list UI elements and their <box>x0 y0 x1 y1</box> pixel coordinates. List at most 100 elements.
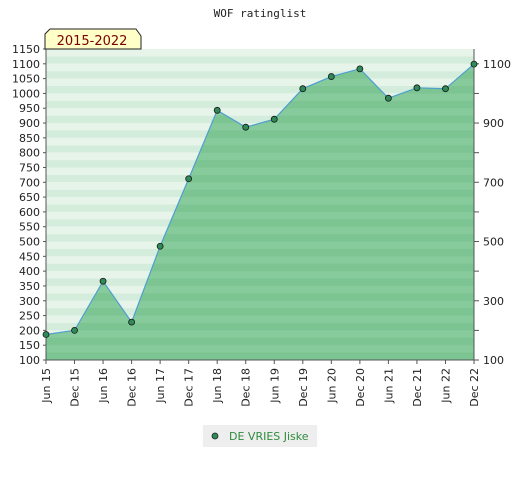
x-tick-label: Jun 16 <box>97 368 110 404</box>
data-point <box>299 85 307 93</box>
series-markers <box>42 60 478 338</box>
range-badge: 2015-2022 <box>44 28 142 50</box>
background-band <box>46 115 474 124</box>
background-band <box>46 49 474 57</box>
data-point <box>327 73 335 80</box>
left-tick-label: 1100 <box>12 58 40 71</box>
area-band <box>46 330 474 338</box>
x-tick-label: Dec 21 <box>411 368 424 407</box>
left-tick-label: 1000 <box>12 87 40 100</box>
left-tick-label: 550 <box>19 221 40 234</box>
right-tick-label: 1100 <box>483 58 511 71</box>
data-point <box>99 277 107 285</box>
x-tick-label: Dec 19 <box>297 368 310 407</box>
left-tick-label: 350 <box>19 280 40 293</box>
data-point <box>156 242 164 250</box>
area-band <box>46 300 474 309</box>
area-band <box>46 137 474 146</box>
left-tick-label: 100 <box>19 354 40 367</box>
left-tick-label: 900 <box>19 117 40 130</box>
background-band <box>46 56 474 64</box>
x-tick-label: Jun 18 <box>211 368 224 404</box>
left-tick-label: 750 <box>19 161 40 174</box>
series-line <box>45 63 475 336</box>
area-band <box>46 345 474 353</box>
area-band <box>46 211 474 220</box>
area-band <box>46 241 474 249</box>
x-tick-label: Jun 19 <box>268 368 281 404</box>
legend-box <box>203 425 317 447</box>
left-tick-label: 600 <box>19 206 40 219</box>
area-band <box>46 123 474 131</box>
background-band <box>46 63 474 72</box>
left-tick-label: 800 <box>19 147 40 160</box>
background-band <box>46 108 474 116</box>
left-tick-label: 1050 <box>12 73 40 86</box>
left-tick-label: 650 <box>19 191 40 204</box>
legend: DE VRIES Jiske <box>203 425 317 447</box>
data-point <box>413 84 421 92</box>
left-tick-label: 700 <box>19 176 40 189</box>
x-tick-label: Dec 20 <box>354 368 367 407</box>
background-band <box>46 78 474 87</box>
background-band <box>46 93 474 101</box>
left-tick-label: 400 <box>19 265 40 278</box>
right-tick-label: 300 <box>483 295 504 308</box>
x-tick-label: Dec 15 <box>69 368 82 407</box>
left-tick-label: 300 <box>19 295 40 308</box>
area-band <box>46 315 474 323</box>
x-tick-label: Dec 17 <box>183 368 196 407</box>
area-band <box>46 226 474 235</box>
x-tick-labels: Jun 15 Dec 15 Jun 16 Dec 16 Jun 17 Dec 17 Jun … <box>40 360 481 407</box>
left-tick-label: 250 <box>19 310 40 323</box>
range-badge-text: 2015-2022 <box>57 34 128 49</box>
area-band <box>46 167 474 175</box>
data-point <box>42 331 50 338</box>
x-tick-label: Dec 18 <box>240 368 253 407</box>
area-band <box>46 285 474 294</box>
x-tick-label: Jun 15 <box>40 368 53 404</box>
area-band <box>46 182 474 190</box>
left-tick-label: 1150 <box>12 43 40 56</box>
right-tick-labels: 100 300 500 700 900 1100 <box>474 58 511 367</box>
data-point <box>470 60 478 68</box>
legend-marker <box>211 432 219 440</box>
right-tick-label: 100 <box>483 354 504 367</box>
range-badge-box <box>44 28 142 50</box>
x-tick-label: Dec 16 <box>126 368 139 407</box>
data-point <box>128 318 136 326</box>
area-band <box>46 152 474 161</box>
background-band <box>46 100 474 109</box>
area-band <box>46 271 474 279</box>
left-tick-label: 450 <box>19 250 40 263</box>
x-tick-label: Jun 22 <box>439 368 452 404</box>
data-point <box>356 65 364 73</box>
x-tick-label: Jun 17 <box>154 368 167 404</box>
left-tick-label: 850 <box>19 132 40 145</box>
chart-title: WOF ratinglist <box>214 7 307 20</box>
data-point <box>270 115 278 123</box>
right-tick-label: 900 <box>483 117 504 130</box>
data-point <box>442 85 449 93</box>
x-tick-label: Jun 20 <box>325 368 338 404</box>
x-tick-label: Jun 21 <box>382 368 395 404</box>
area-band <box>46 256 474 264</box>
data-point <box>185 175 193 183</box>
data-point <box>213 106 221 114</box>
background-band <box>46 71 474 79</box>
left-tick-label: 200 <box>19 324 40 337</box>
data-point <box>384 94 392 102</box>
right-tick-label: 700 <box>483 176 504 189</box>
data-point <box>71 326 78 334</box>
x-tick-label: Dec 22 <box>468 368 481 407</box>
left-tick-label: 950 <box>19 102 40 115</box>
left-tick-label: 150 <box>19 339 40 352</box>
area-band <box>46 197 474 205</box>
right-tick-label: 500 <box>483 236 504 249</box>
left-tick-label: 500 <box>19 236 40 249</box>
background-band <box>46 86 474 94</box>
data-point <box>242 123 250 131</box>
legend-label: DE VRIES Jiske <box>229 430 309 443</box>
